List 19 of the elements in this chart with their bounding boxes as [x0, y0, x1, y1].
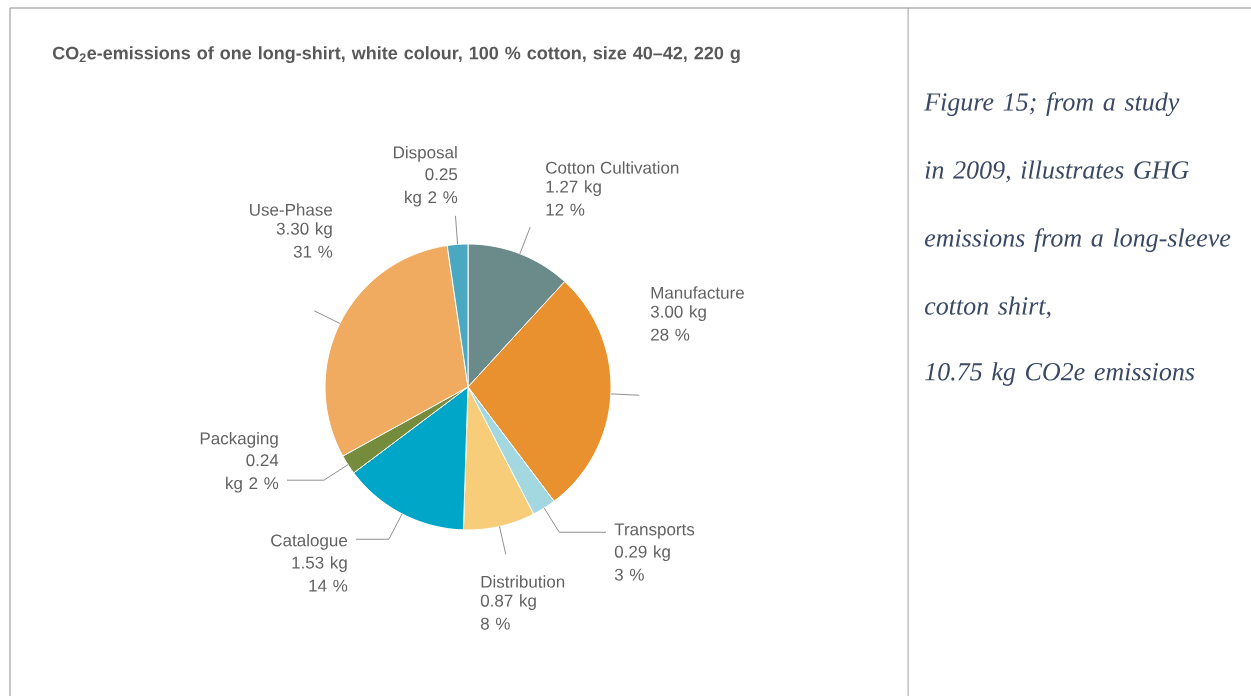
data-label: 1.27 kg 12 %: [546, 180, 601, 216]
data-label: 0.24 kg 2 %: [226, 454, 279, 493]
data-label: 1.53 kg 14 %: [292, 556, 348, 592]
text: 10.75 kg CO2e emissions: [925, 362, 1195, 386]
slice-label: Catalogue: [271, 533, 348, 550]
slice-label: Transports: [614, 523, 695, 539]
slice-label: Disposal: [394, 145, 457, 162]
data-label: 0.87 kg 8 %: [480, 594, 536, 630]
text: Figure 15; from a study in 2009, illustrates GHG emissions from a long-sleeve cotton shirt,: [924, 92, 1231, 319]
data-label: 3.00 kg 28 %: [650, 305, 706, 341]
slice-label: Packaging: [200, 431, 278, 448]
slice-label: Cotton Cultivation: [546, 161, 679, 174]
data-label: 3.30 kg 31 %: [276, 222, 333, 258]
slice-label: Use-Phase: [250, 203, 333, 216]
chart-title: CO$_{2}$e-emissions of one long-shirt, white colour, 100 % cotton, size 40–42, 220 g: [52, 46, 740, 64]
slice-label: Distribution: [481, 575, 565, 588]
slice-label: Manufacture: [651, 286, 744, 299]
data-label: 0.29 kg 3 %: [614, 545, 670, 581]
data-label: 0.25 kg 2 %: [405, 168, 458, 207]
